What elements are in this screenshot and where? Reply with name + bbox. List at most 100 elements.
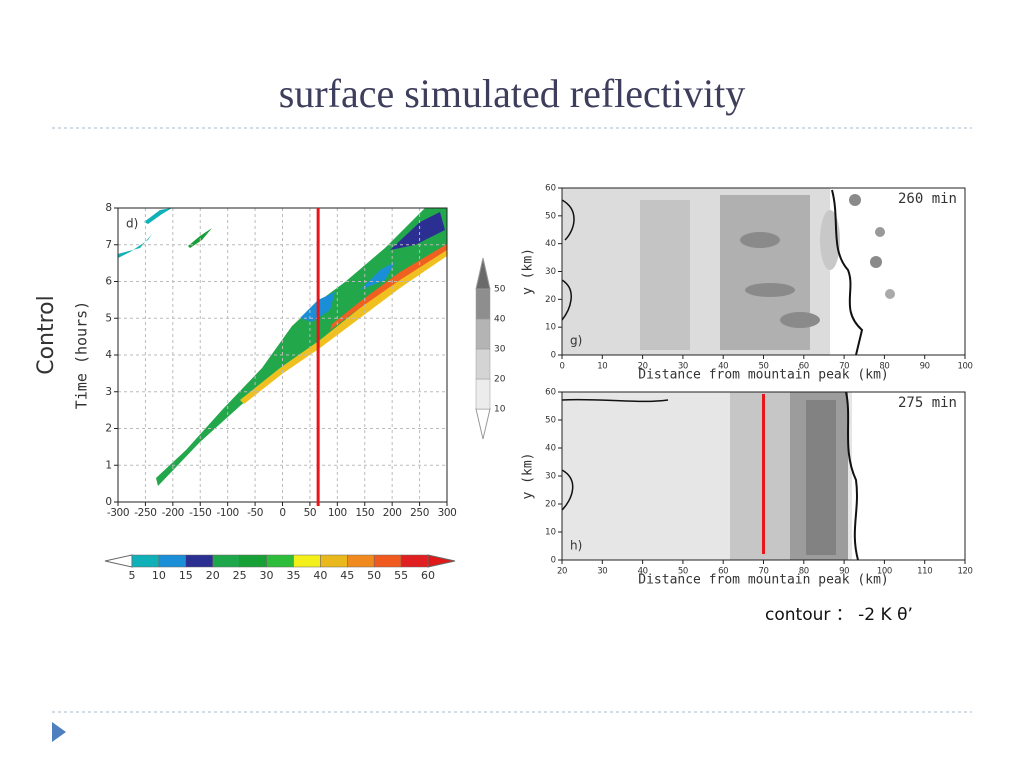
y-tick-label: 7 xyxy=(105,239,112,251)
colorbar-bin xyxy=(475,288,491,320)
colorbar-label: 50 xyxy=(494,285,506,295)
colorbar-label: 60 xyxy=(421,569,435,582)
field-h xyxy=(561,391,859,561)
y-tick-label: 2 xyxy=(105,423,112,435)
x-tick-label: -250 xyxy=(134,507,156,519)
y-tick-label: 10 xyxy=(545,323,556,333)
x-tick-label: -50 xyxy=(247,507,263,519)
x-tick-label: 30 xyxy=(597,567,607,577)
x-tick-label: 300 xyxy=(438,507,457,519)
time-label-box xyxy=(883,393,963,413)
y-axis-label: Time (hours) xyxy=(73,301,91,409)
y-tick-label: 1 xyxy=(105,459,112,471)
y-tick-label: 20 xyxy=(545,500,556,510)
field-g xyxy=(561,188,895,356)
colorbar-bin xyxy=(475,318,491,350)
colorbar-label: 5 xyxy=(129,569,136,582)
y-tick-label: 60 xyxy=(545,388,556,398)
colorbar-bin xyxy=(212,554,240,568)
y-tick-label: 20 xyxy=(545,295,556,305)
colorbar-bin xyxy=(185,554,213,568)
x-tick-label: 40 xyxy=(718,362,728,372)
x-tick-label: 200 xyxy=(383,507,402,519)
x-tick-label: 100 xyxy=(328,507,347,519)
x-tick-label: 30 xyxy=(678,362,688,372)
time-label-box xyxy=(883,189,963,209)
colorbar-under xyxy=(104,554,133,568)
x-tick-label: 10 xyxy=(597,362,607,372)
y-axis-label: y (km) xyxy=(521,248,536,295)
y-tick-label: 8 xyxy=(105,202,112,214)
row-label: Control xyxy=(34,295,59,375)
x-tick-label: 0 xyxy=(559,362,564,372)
colorbar-label: 55 xyxy=(394,569,408,582)
y-tick-label: 60 xyxy=(545,184,556,194)
panel-label: g) xyxy=(570,334,582,348)
x-tick-label: 110 xyxy=(917,567,932,577)
panel-label: d) xyxy=(126,217,138,231)
x-tick-label: 80 xyxy=(879,362,889,372)
x-tick-label: 60 xyxy=(799,362,809,372)
x-tick-label: 0 xyxy=(279,507,285,519)
y-tick-label: 5 xyxy=(105,312,112,324)
x-tick-label: 90 xyxy=(839,567,849,577)
colorbar-label: 30 xyxy=(260,569,274,582)
colorbar-bin xyxy=(293,554,321,568)
y-tick-label: 50 xyxy=(545,416,556,426)
plot-frame xyxy=(117,207,448,503)
x-tick-label: 120 xyxy=(957,567,972,577)
x-axis-label: Distance from mountain peak (km) xyxy=(638,368,888,383)
y-tick-label: 6 xyxy=(105,276,112,288)
x-tick-label: 70 xyxy=(758,567,768,577)
colorbar-label: 10 xyxy=(152,569,166,582)
x-tick-label: 20 xyxy=(638,362,648,372)
colorbar-bin xyxy=(373,554,402,568)
x-tick-label: 50 xyxy=(304,507,317,519)
x-tick-label: 70 xyxy=(839,362,849,372)
y-axis-label: y (km) xyxy=(521,453,536,500)
y-tick-label: 0 xyxy=(551,351,556,361)
colorbar-bin xyxy=(475,348,491,380)
x-tick-label: 250 xyxy=(410,507,429,519)
x-tick-label: 150 xyxy=(355,507,374,519)
colorbar-label: 15 xyxy=(179,569,193,582)
y-tick-label: 40 xyxy=(545,444,556,454)
nav-bullet xyxy=(52,722,66,742)
colorbar-label: 25 xyxy=(233,569,247,582)
colorbar-label: 30 xyxy=(494,345,506,355)
time-label: 275 min xyxy=(898,395,957,411)
x-tick-label: 100 xyxy=(957,362,972,372)
colorbar-bin xyxy=(347,554,375,568)
plot-frame xyxy=(561,391,966,561)
colorbar-under xyxy=(475,408,491,440)
y-tick-label: 0 xyxy=(105,496,112,508)
x-tick-label: -200 xyxy=(162,507,184,519)
x-axis-label: Distance from mountain peak (km) xyxy=(638,573,888,588)
x-tick-label: 50 xyxy=(678,567,688,577)
y-tick-label: 30 xyxy=(545,472,556,482)
colorbar-label: 50 xyxy=(367,569,381,582)
colorbar-over xyxy=(427,554,456,568)
x-tick-label: 80 xyxy=(799,567,809,577)
colorbar-bin xyxy=(158,554,187,568)
panel-label: h) xyxy=(570,539,582,553)
x-tick-label: 40 xyxy=(638,567,648,577)
y-tick-label: 4 xyxy=(105,349,112,361)
x-tick-label: 100 xyxy=(877,567,892,577)
x-tick-label: 60 xyxy=(718,567,728,577)
x-tick-label: -300 xyxy=(107,507,129,519)
contour-note: contour ： -2 K θ’ xyxy=(765,605,913,625)
y-tick-label: 10 xyxy=(545,528,556,538)
plot-frame xyxy=(561,187,966,356)
y-tick-label: 40 xyxy=(545,239,556,249)
colorbar-label: 10 xyxy=(494,405,506,415)
colorbar-bin xyxy=(239,554,267,568)
colorbar-label: 35 xyxy=(286,569,300,582)
x-tick-label: 50 xyxy=(758,362,768,372)
x-tick-label: -100 xyxy=(217,507,239,519)
x-tick-label: 90 xyxy=(920,362,930,372)
colorbar-over xyxy=(475,257,491,290)
colorbar-bin xyxy=(400,554,429,568)
